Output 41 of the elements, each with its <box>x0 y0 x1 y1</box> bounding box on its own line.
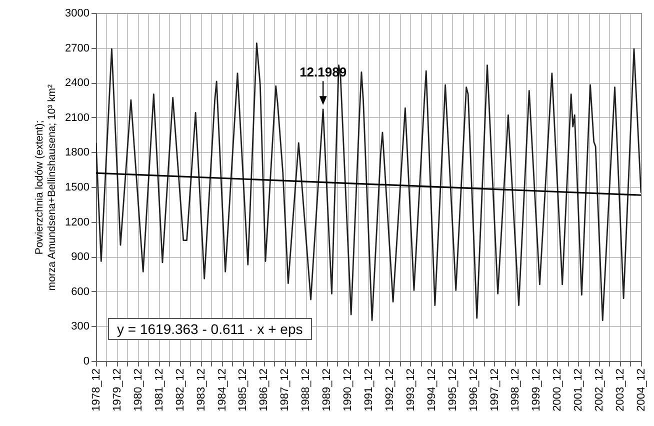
x-tick-label: 1994_12 <box>426 368 438 412</box>
y-tick-label: 2400 <box>65 77 90 90</box>
x-tick-label: 1995_12 <box>446 368 459 412</box>
y-tick-label: 0 <box>83 356 90 368</box>
x-tick-label: 1998_12 <box>510 368 522 412</box>
x-tick-label: 2003_12 <box>614 368 626 412</box>
x-tick-label: 1980_12 <box>132 368 144 412</box>
y-tick-label: 2100 <box>65 112 90 124</box>
y-tick-label: 300 <box>71 320 90 333</box>
x-tick-label: 1986_12 <box>258 368 270 412</box>
x-tick-label: 2001_12 <box>572 368 585 412</box>
x-tick-label: 1982_12 <box>174 368 186 412</box>
line-series <box>96 42 641 322</box>
x-tick-label: 2000_12 <box>552 368 564 412</box>
y-tick-label: 1200 <box>65 216 90 228</box>
x-tick-label: 1979_12 <box>111 368 124 412</box>
x-tick-label: 1997_12 <box>488 368 501 412</box>
y-tick-label: 1500 <box>65 182 90 194</box>
x-tick-label: 1999_12 <box>530 368 543 412</box>
y-tick-label: 900 <box>71 251 90 264</box>
x-tick-label: 1996_12 <box>468 368 480 412</box>
x-tick-label: 1978_12 <box>90 368 102 412</box>
y-tick-label: 1800 <box>65 146 90 159</box>
x-tick-label: 2004_12 <box>636 368 648 412</box>
x-tick-label: 2002_12 <box>594 368 606 412</box>
x-tick-label: 1992_12 <box>384 368 396 412</box>
x-tick-label: 1987_12 <box>279 368 292 412</box>
x-tick-label: 1981_12 <box>153 368 166 412</box>
y-tick-label: 600 <box>71 286 90 298</box>
x-tick-label: 1985_12 <box>237 368 250 412</box>
annotation: y = 1619.363 - 0.611 · x + eps <box>108 318 312 340</box>
y-axis-title: Powierzchnia lodów (extent); morza Amundsena+Bellinshausena; 10³ km² <box>34 84 58 291</box>
x-tick-label: 1983_12 <box>195 368 208 412</box>
x-tick-label: 1989_12 <box>321 368 334 412</box>
x-tick-label: 1988_12 <box>300 368 312 412</box>
x-tick-label: 1991_12 <box>362 368 375 412</box>
y-tick-label: 3000 <box>65 8 90 20</box>
x-tick-label: 1984_12 <box>216 368 228 412</box>
x-tick-label: 1993_12 <box>404 368 417 412</box>
y-tick-label: 2700 <box>65 42 90 54</box>
x-tick-label: 1990_12 <box>342 368 354 412</box>
